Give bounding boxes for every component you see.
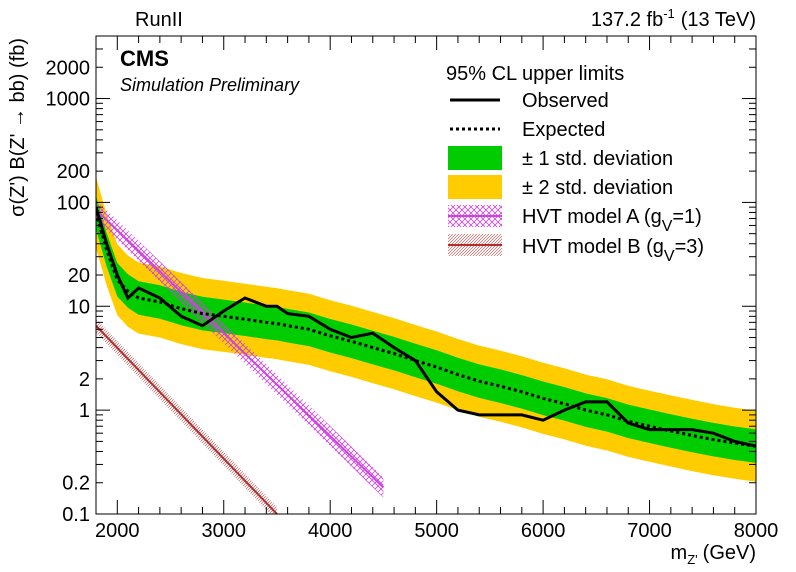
x-tick-label: 3000	[201, 520, 246, 542]
legend-2sigma-label: ± 2 std. deviation	[522, 177, 673, 199]
header-right: 137.2 fb-1 (13 TeV)	[591, 6, 756, 31]
header-left: RunII	[135, 9, 183, 31]
x-tick-label: 7000	[627, 520, 672, 542]
x-axis-title: mZ' (GeV)	[671, 542, 756, 567]
lumi-label: 137.2 fb	[591, 9, 663, 31]
y-tick-label: 100	[57, 192, 90, 214]
hvt-a-line	[96, 209, 385, 489]
band-1sigma	[96, 195, 756, 463]
y-tick-label: 0.1	[62, 504, 90, 526]
legend-hvt-b-label: HVT model B (gV=3)	[522, 236, 704, 265]
legend-2sigma-swatch	[448, 175, 502, 199]
hvt-b-line	[96, 325, 278, 514]
lumi-exponent: -1	[663, 6, 675, 21]
expected-line	[96, 212, 756, 448]
x-tick-label: 5000	[414, 520, 459, 542]
x-tick-label: 4000	[308, 520, 353, 542]
experiment-label: CMS	[120, 46, 169, 71]
y-tick-label: 1	[79, 400, 90, 422]
legend-header: 95% CL upper limits	[446, 63, 624, 85]
legend: 95% CL upper limits Observed Expected ± …	[446, 63, 704, 265]
energy-label: (13 TeV)	[681, 9, 756, 31]
legend-expected-label: Expected	[522, 119, 605, 141]
subtitle-label: Simulation Preliminary	[120, 75, 300, 95]
y-tick-label: 10	[68, 296, 90, 318]
legend-hvt-a-label: HVT model A (gV=1)	[522, 206, 702, 235]
y-tick-label: 1000	[46, 89, 91, 111]
x-tick-label: 6000	[521, 520, 566, 542]
legend-1sigma-swatch	[448, 146, 502, 170]
y-tick-label: 0.2	[62, 473, 90, 495]
y-tick-label: 2000	[46, 57, 91, 79]
legend-1sigma-label: ± 1 std. deviation	[522, 148, 673, 170]
observed-line	[96, 206, 756, 448]
x-tick-label: 2000	[95, 520, 140, 542]
hvt-b-uncertainty-band	[96, 318, 277, 514]
x-tick-label: 8000	[734, 520, 779, 542]
y-tick-label: 200	[57, 161, 90, 183]
y-tick-label: 2	[79, 369, 90, 391]
legend-observed-label: Observed	[522, 90, 609, 112]
y-axis-title: σ(Z') B(Z' → bb) (fb)	[7, 38, 29, 217]
y-tick-label: 20	[68, 265, 90, 287]
